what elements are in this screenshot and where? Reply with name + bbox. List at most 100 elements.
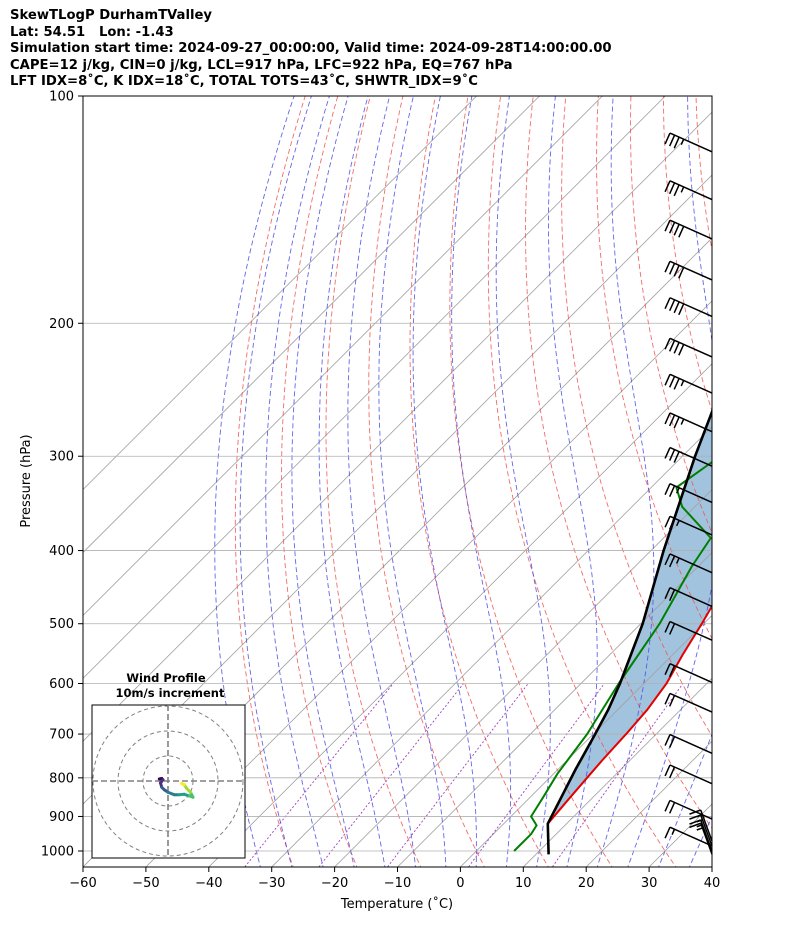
mixing-ratio-line xyxy=(318,683,464,867)
y-tick-label: 500 xyxy=(49,617,74,632)
x-tick-label: 40 xyxy=(704,876,721,891)
parcel-line xyxy=(546,408,712,855)
barb-flag xyxy=(664,483,671,495)
moist-adiabat xyxy=(451,96,512,867)
barb-half-flag xyxy=(680,380,685,387)
dry-adiabat xyxy=(409,96,549,867)
barb-flag xyxy=(664,693,671,705)
barb-flag xyxy=(668,376,676,388)
x-tick-label: −30 xyxy=(258,876,285,891)
wind-barb xyxy=(664,483,713,504)
barb-flag xyxy=(664,587,671,599)
wind-barb xyxy=(664,692,713,713)
isotherm xyxy=(208,363,712,867)
barb-flag xyxy=(668,449,676,461)
y-tick-label: 600 xyxy=(49,677,74,692)
barb-half-flag xyxy=(680,418,685,425)
barb-shaft xyxy=(669,662,713,684)
barb-flag xyxy=(664,180,671,193)
y-axis-label: Pressure (hPa) xyxy=(19,434,34,527)
x-tick-label: −20 xyxy=(321,876,348,891)
barb-flag xyxy=(668,414,676,427)
barb-shaft xyxy=(669,219,713,240)
isotherm xyxy=(396,551,712,867)
dry-adiabat xyxy=(596,96,712,640)
dewpoint-line xyxy=(513,460,712,852)
barb-flag xyxy=(678,303,685,316)
dry-adiabat xyxy=(368,96,486,867)
dry-adiabat xyxy=(234,96,306,867)
barb-flag xyxy=(664,132,671,145)
barb-shaft xyxy=(669,260,713,281)
barb-flag xyxy=(678,226,685,238)
y-tick-label: 200 xyxy=(49,317,74,332)
wind-barb xyxy=(664,132,713,153)
barb-flag xyxy=(664,663,671,675)
barb-flag xyxy=(673,416,680,429)
wind-barb xyxy=(664,297,713,318)
temperature-line xyxy=(546,604,712,855)
wind-profile-inset: Wind Profile 10m/s increment xyxy=(91,671,246,859)
isotherm xyxy=(83,96,478,491)
barb-shaft xyxy=(669,733,713,754)
y-tick-label: 300 xyxy=(49,450,74,465)
x-tick-label: −60 xyxy=(69,876,96,891)
moist-adiabat xyxy=(658,733,712,867)
moist-adiabat xyxy=(347,96,416,867)
dry-adiabat xyxy=(449,96,613,867)
cape-area xyxy=(547,411,712,855)
wind-barb xyxy=(664,799,713,820)
y-ticks: 100 200 300 400 500 600 700 800 900 1000 xyxy=(41,90,83,860)
barb-flag xyxy=(668,518,676,530)
x-tick-label: −50 xyxy=(132,876,159,891)
barb-flag xyxy=(668,340,676,352)
mixing-ratio-line xyxy=(551,683,684,867)
cape-fill xyxy=(547,411,712,855)
moist-adiabat xyxy=(548,96,598,867)
barb-flag xyxy=(664,337,671,350)
dry-adiabat xyxy=(325,96,422,867)
isotherm xyxy=(334,489,712,867)
isotherm xyxy=(522,677,712,867)
barb-flag xyxy=(664,297,671,310)
barb-half-flag xyxy=(696,819,703,823)
barb-shaft xyxy=(669,180,713,201)
y-tick-label: 700 xyxy=(49,728,74,743)
hodograph-segment xyxy=(180,782,186,787)
barb-flag xyxy=(664,219,671,232)
wind-barb xyxy=(664,515,713,536)
barb-flag xyxy=(664,764,671,777)
barb-flag xyxy=(668,802,676,814)
barb-shaft xyxy=(669,373,713,394)
y-tick-label: 800 xyxy=(49,771,74,786)
barb-flag xyxy=(664,412,671,425)
barb-flag xyxy=(664,621,671,633)
barb-flag xyxy=(664,800,671,812)
wind-barb xyxy=(664,260,713,281)
barb-half-flag xyxy=(696,823,703,828)
barb-shaft xyxy=(669,764,713,785)
wind-barb xyxy=(664,180,713,201)
moist-adiabat xyxy=(412,96,477,867)
x-tick-label: 30 xyxy=(641,876,658,891)
wind-barb xyxy=(664,373,713,394)
barb-flag xyxy=(668,695,676,707)
moist-adiabat xyxy=(265,96,330,867)
inset-subtitle: 10m/s increment xyxy=(116,686,225,700)
barb-shaft xyxy=(669,132,713,153)
barb-flag xyxy=(668,299,676,312)
dry-adiabat xyxy=(760,79,794,870)
moist-adiabat xyxy=(750,79,794,870)
isotherm xyxy=(83,96,603,616)
moist-adiabat xyxy=(378,96,447,867)
x-tick-label: −10 xyxy=(384,876,411,891)
barb-half-flag xyxy=(696,827,703,831)
inset-title: Wind Profile xyxy=(126,671,206,685)
chart-header: SkewTLogP DurhamTValley Lat: 54.51 Lon: … xyxy=(10,8,612,91)
x-axis-label: Temperature (˚C) xyxy=(340,896,453,912)
barb-shaft xyxy=(669,483,713,504)
x-tick-label: −40 xyxy=(195,876,222,891)
wind-barb xyxy=(664,620,713,641)
barb-shaft xyxy=(669,826,713,847)
barb-flag xyxy=(668,221,676,234)
